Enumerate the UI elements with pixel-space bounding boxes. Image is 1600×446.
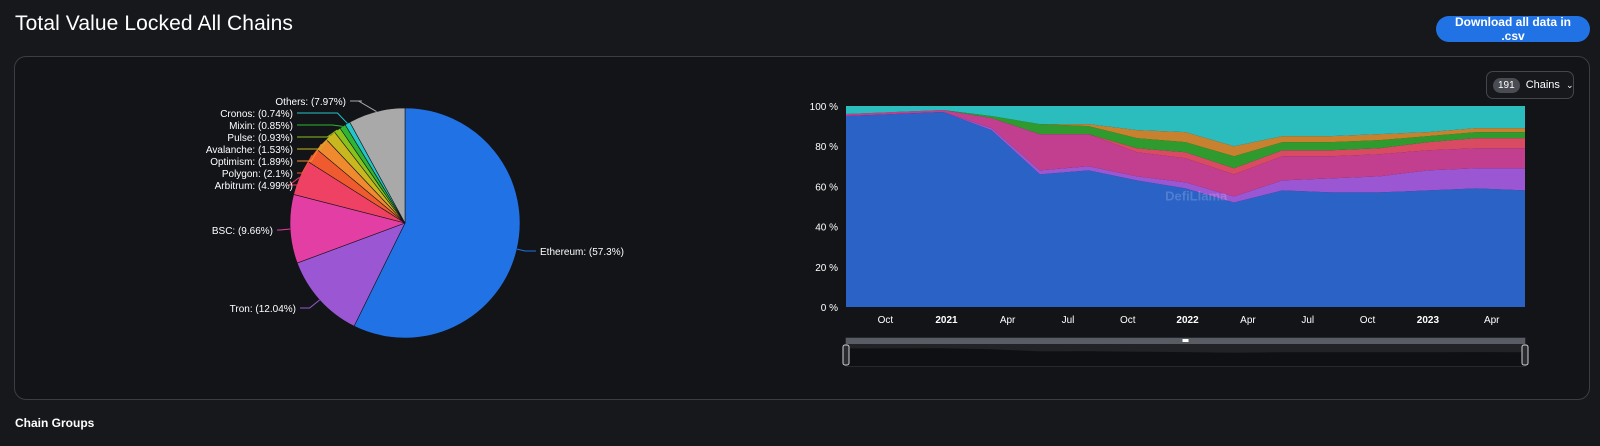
pie-label-avalanche: Avalanche: (1.53%) bbox=[206, 145, 293, 156]
pie-leader-bsc bbox=[277, 228, 291, 231]
pie-slice-others[interactable] bbox=[349, 107, 406, 224]
pie-leader-tron bbox=[300, 299, 320, 309]
chains-selector-button[interactable]: 191 Chains ⌄ bbox=[1486, 71, 1574, 99]
x-tick-label: Oct bbox=[878, 315, 894, 326]
pie-leader-others bbox=[350, 100, 377, 113]
pie-chart: Ethereum: (57.3%) Tron: (12.04%) BSC: (9.6… bbox=[206, 97, 624, 339]
x-tick-label: Jul bbox=[1062, 315, 1075, 326]
pie-label-bsc: BSC: (9.66%) bbox=[212, 226, 273, 237]
pie-label-others: Others: (7.97%) bbox=[275, 97, 346, 108]
page-title: Total Value Locked All Chains bbox=[15, 12, 294, 35]
range-handle-left[interactable] bbox=[842, 344, 850, 366]
x-tick-label: Apr bbox=[1484, 315, 1500, 326]
x-tick-label: 2023 bbox=[1417, 315, 1440, 326]
y-tick-label: 60 % bbox=[815, 182, 838, 193]
pie-leader-cronos bbox=[297, 112, 348, 124]
y-tick-label: 40 % bbox=[815, 223, 838, 234]
x-tick-label: Apr bbox=[1240, 315, 1256, 326]
pie-label-mixin: Mixin: (0.85%) bbox=[229, 121, 293, 132]
pie-label-optimism: Optimism: (1.89%) bbox=[210, 157, 293, 168]
area-series-others[interactable] bbox=[846, 106, 1525, 147]
pie-label-cronos: Cronos: (0.74%) bbox=[220, 109, 293, 120]
chains-label: Chains bbox=[1525, 79, 1560, 91]
area-chart: DefiLlama 0 % 20 % 40 % 60 % 80 % 100 % Oct 2021… bbox=[810, 102, 1529, 367]
pie-leader-optimism bbox=[297, 143, 322, 162]
pie-label-polygon: Polygon: (2.1%) bbox=[222, 169, 293, 180]
pie-leader-avalanche bbox=[297, 135, 331, 150]
chains-count-badge: 191 bbox=[1493, 77, 1520, 93]
download-csv-button[interactable]: Download all data in .csv bbox=[1436, 15, 1590, 43]
pie-leader-mixin bbox=[297, 124, 343, 127]
pie-leader-arbitrum bbox=[287, 176, 300, 186]
x-tick-label: Oct bbox=[1360, 315, 1376, 326]
area-series-avalanche[interactable] bbox=[846, 110, 1525, 157]
range-slider-grip-icon[interactable] bbox=[1182, 339, 1189, 342]
y-tick-label: 80 % bbox=[815, 142, 838, 153]
chevron-down-icon: ⌄ bbox=[1565, 79, 1574, 90]
area-series-ethereum[interactable] bbox=[846, 112, 1525, 307]
x-tick-label: Jul bbox=[1301, 315, 1314, 326]
pie-label-arbitrum: Arbitrum: (4.99%) bbox=[215, 181, 293, 192]
pie-slice-ethereum[interactable] bbox=[353, 107, 521, 339]
x-tick-label: Oct bbox=[1120, 315, 1136, 326]
pie-label-tron: Tron: (12.04%) bbox=[230, 304, 296, 315]
x-tick-label: 2021 bbox=[935, 315, 958, 326]
y-tick-label: 100 % bbox=[810, 102, 838, 113]
y-tick-label: 20 % bbox=[815, 263, 838, 274]
x-tick-label: 2022 bbox=[1176, 315, 1199, 326]
pie-leader-ethereum bbox=[516, 248, 536, 252]
area-series-tron[interactable] bbox=[846, 112, 1525, 203]
area-series-bsc[interactable] bbox=[846, 110, 1525, 197]
pie-leader-pulse bbox=[297, 129, 338, 138]
chain-groups-heading: Chain Groups bbox=[15, 416, 95, 430]
range-handle-right[interactable] bbox=[1521, 344, 1529, 366]
y-tick-label: 0 % bbox=[821, 303, 838, 314]
x-tick-label: Apr bbox=[1000, 315, 1016, 326]
watermark: DefiLlama bbox=[1165, 188, 1228, 203]
range-slider-preview bbox=[846, 348, 1525, 366]
pie-label-pulse: Pulse: (0.93%) bbox=[227, 133, 293, 144]
pie-label-ethereum: Ethereum: (57.3%) bbox=[540, 247, 624, 258]
area-series-polygon[interactable] bbox=[846, 110, 1525, 169]
